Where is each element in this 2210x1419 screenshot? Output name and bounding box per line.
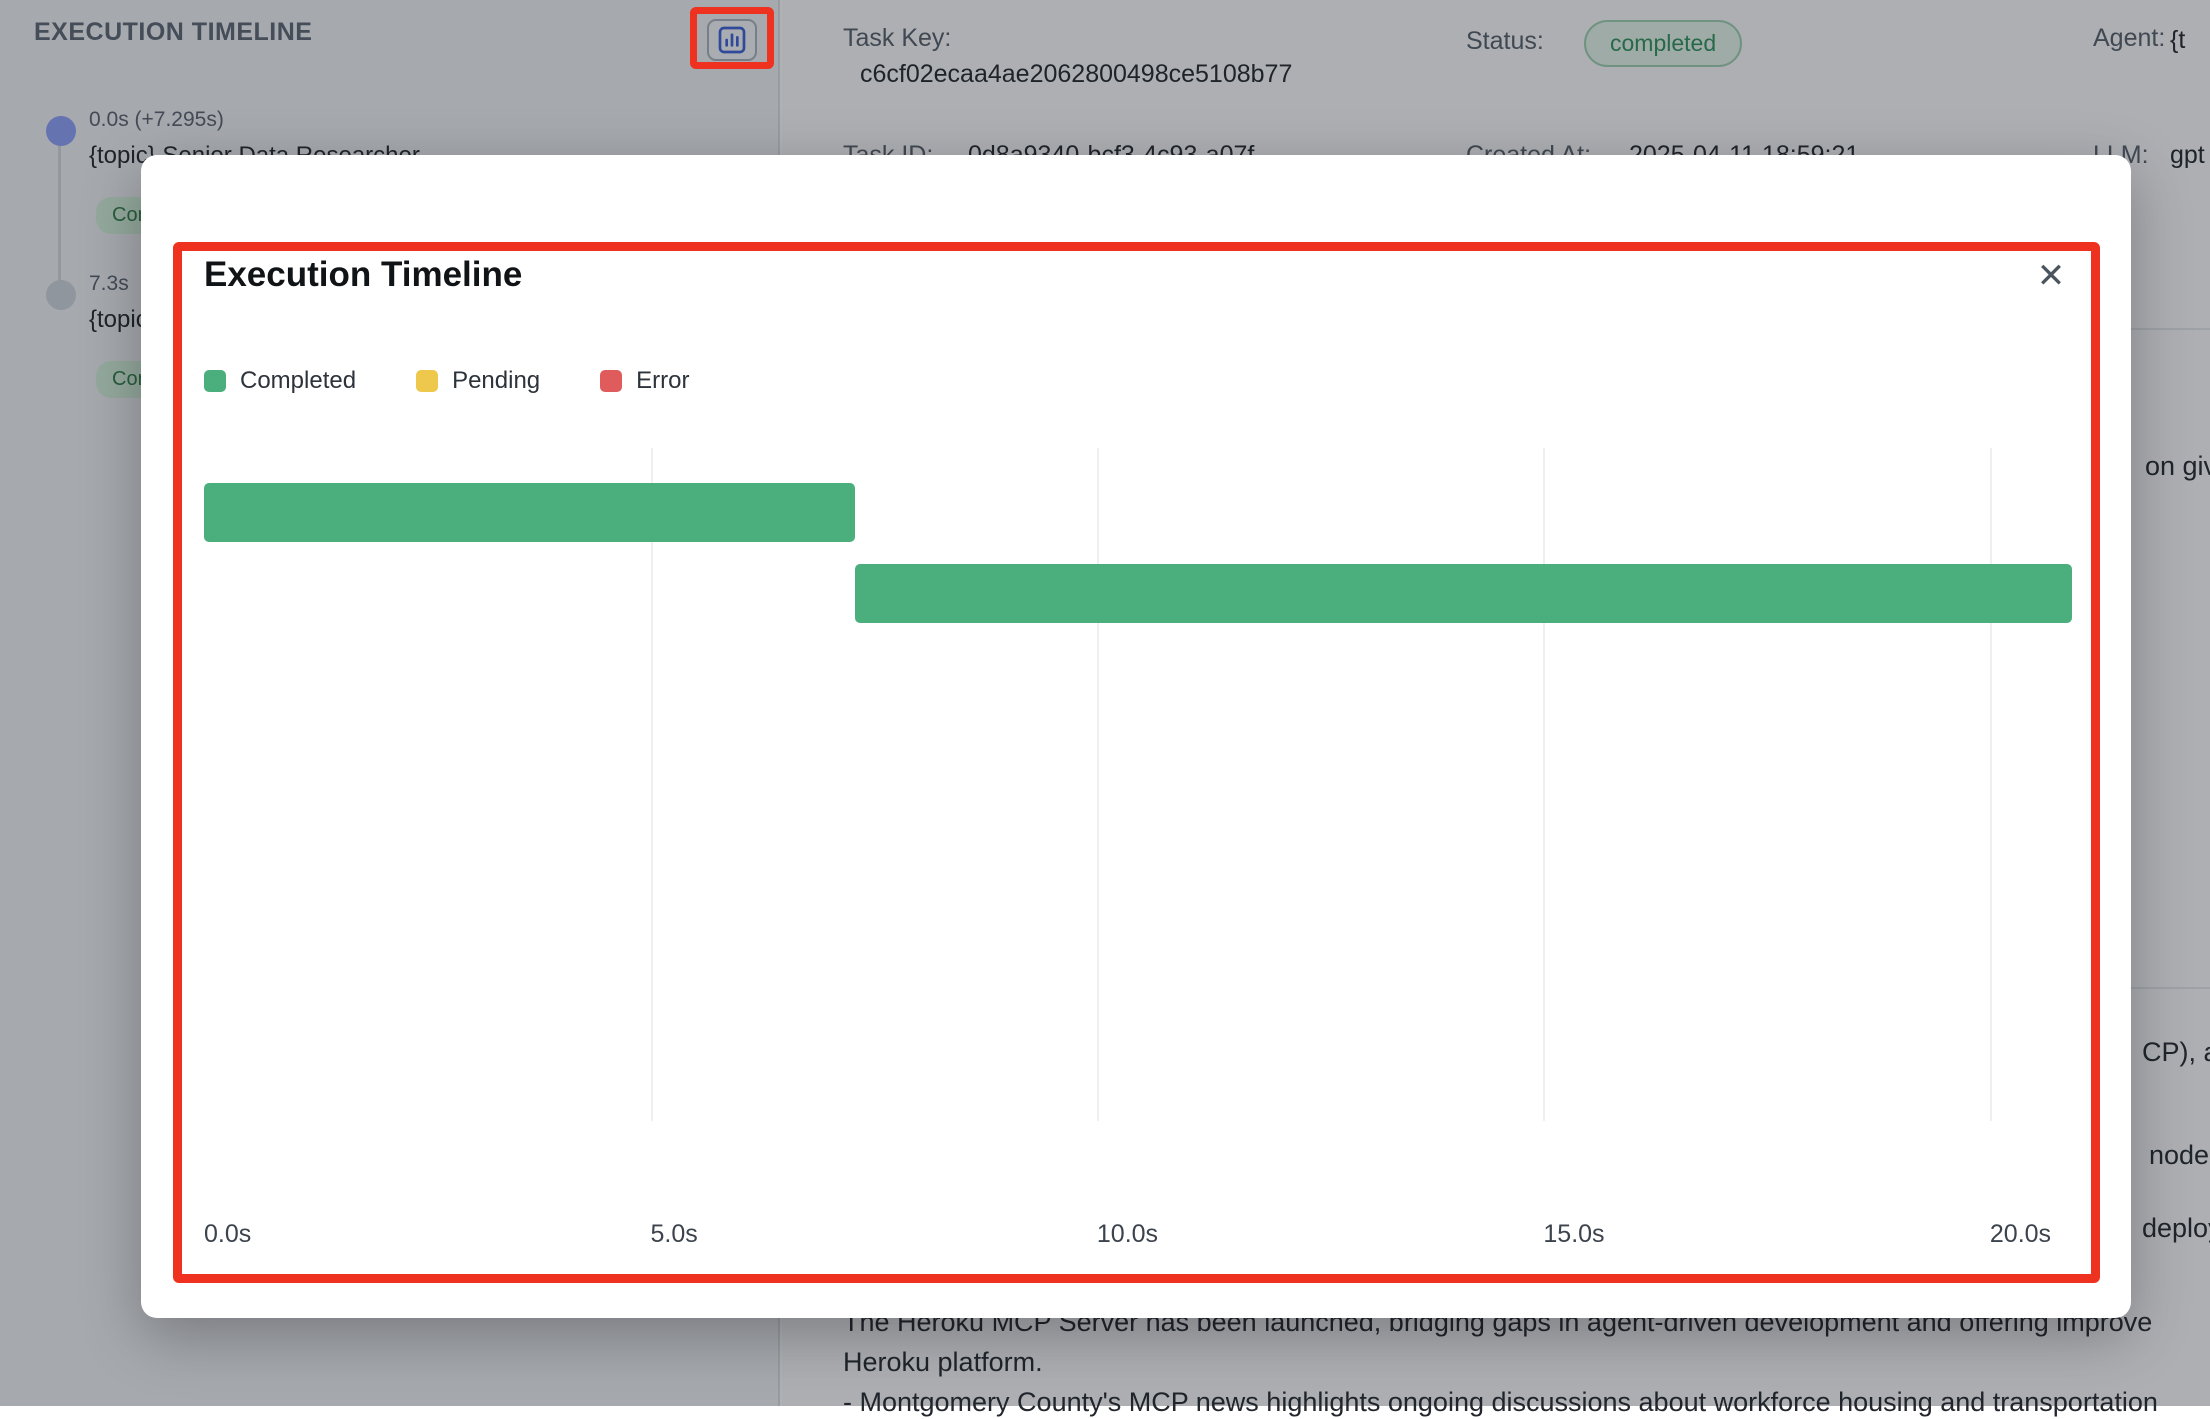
panel-text-fragment: deploy xyxy=(2142,1213,2210,1243)
panel-text-fragment: CP), a xyxy=(2142,1037,2210,1067)
legend-swatch xyxy=(204,370,226,392)
timeline-entry-time: 7.3s xyxy=(89,272,129,295)
legend-label: Pending xyxy=(452,367,541,394)
legend-swatch xyxy=(600,370,623,392)
x-axis-tick-label: 0.0s xyxy=(204,1220,252,1248)
chart-gridline xyxy=(1543,448,1546,1121)
gantt-plot xyxy=(204,448,2072,1121)
timeline-connector xyxy=(58,146,61,284)
x-axis-tick-label: 20.0s xyxy=(1989,1220,2052,1248)
close-button[interactable]: ✕ xyxy=(2028,253,2074,299)
task-key-value: c6cf02ecaa4ae2062800498ce5108b77 xyxy=(860,60,1293,88)
llm-value: gpt xyxy=(2170,141,2205,169)
task-key-label: Task Key: xyxy=(843,24,952,52)
agent-value: {t xyxy=(2170,26,2186,54)
x-axis-tick-label: 15.0s xyxy=(1543,1220,1605,1248)
legend-item: Error xyxy=(600,367,689,395)
sidebar-title: EXECUTION TIMELINE xyxy=(34,18,313,46)
agent-label: Agent: xyxy=(2093,24,2166,52)
status-badge: completed xyxy=(1584,20,1743,67)
legend-swatch xyxy=(416,370,439,392)
legend-item: Pending xyxy=(416,367,540,395)
panel-text-fragment: on giv xyxy=(2145,451,2210,481)
legend-label: Error xyxy=(636,367,690,394)
bar-chart-icon xyxy=(718,26,746,54)
close-icon: ✕ xyxy=(2036,257,2066,295)
x-axis: 0.0s 5.0s 10.0s 15.0s 20.0s xyxy=(204,1220,2072,1260)
gantt-bar[interactable] xyxy=(204,483,856,542)
modal-title: Execution Timeline xyxy=(204,255,523,294)
execution-timeline-modal: Execution Timeline ✕ Completed Pending Err… xyxy=(141,155,2131,1318)
timeline-dot xyxy=(46,280,76,310)
chart-legend: Completed Pending Error xyxy=(204,367,749,395)
x-axis-tick-label: 5.0s xyxy=(650,1220,698,1248)
timeline-dot xyxy=(46,116,76,146)
status-label: Status: xyxy=(1466,27,1544,55)
timeline-entry-time: 0.0s (+7.295s) xyxy=(89,108,224,131)
x-axis-tick-label: 10.0s xyxy=(1096,1220,1159,1248)
panel-paragraph-line: Heroku platform. xyxy=(843,1347,1043,1377)
panel-text-fragment: node, xyxy=(2149,1140,2210,1170)
chart-gridline xyxy=(1096,448,1099,1121)
timeline-chart-button[interactable] xyxy=(707,19,757,61)
legend-label: Completed xyxy=(240,367,357,394)
legend-item: Completed xyxy=(204,367,356,395)
gantt-bar[interactable] xyxy=(855,564,2072,623)
chart-gridline xyxy=(650,448,653,1121)
chart-gridline xyxy=(1989,448,1992,1121)
